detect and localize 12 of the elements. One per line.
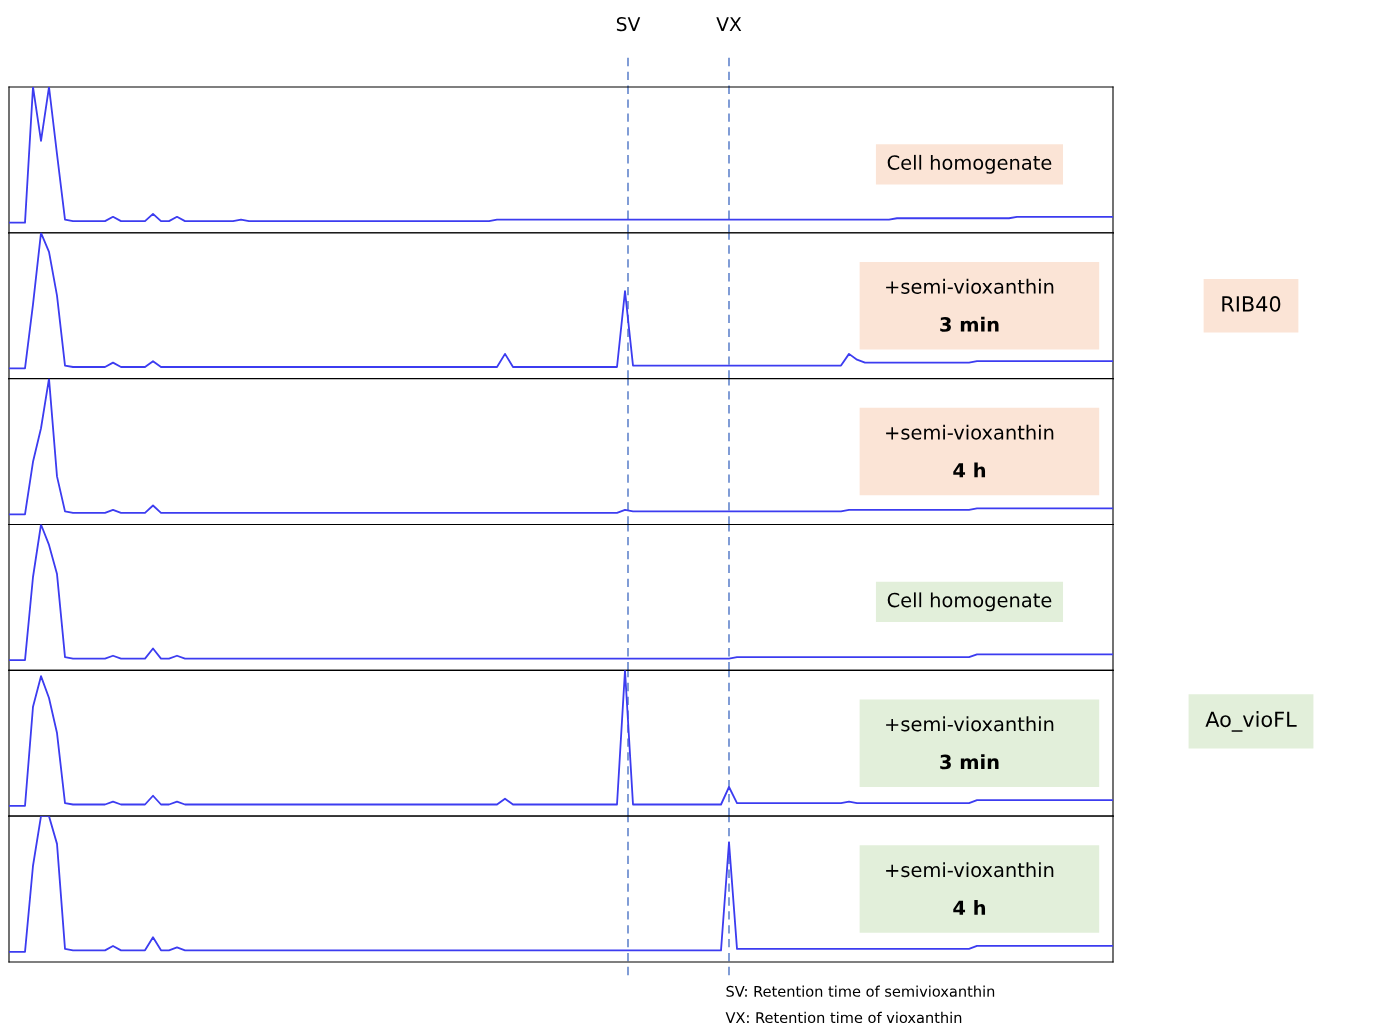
text: SV: Retention time of semivioxanthin bbox=[726, 985, 995, 997]
annotation: +semi-vioxanthin 3 min bbox=[886, 278, 1054, 332]
text: Ao_vioFL bbox=[1205, 711, 1297, 732]
text: VX bbox=[716, 17, 742, 31]
text: RIB40 bbox=[1222, 296, 1281, 312]
text: VX: Retention time of vioxanthin bbox=[725, 1011, 962, 1024]
annotation: +semi-vioxanthin 4 h bbox=[886, 424, 1054, 478]
annotation: Cell homogenate bbox=[887, 592, 1052, 612]
annotation: Cell homogenate bbox=[887, 154, 1052, 174]
text: SV bbox=[616, 17, 641, 32]
annotation: +semi-vioxanthin 4 h bbox=[886, 862, 1054, 915]
annotation: +semi-vioxanthin 3 min bbox=[886, 716, 1054, 770]
